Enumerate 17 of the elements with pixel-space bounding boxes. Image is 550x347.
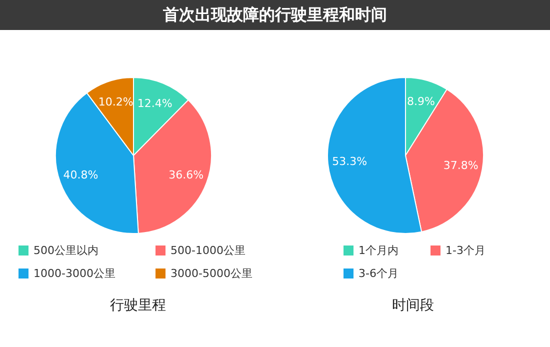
legend-label: 3-6个月 [358, 267, 398, 280]
data-label: 10.2% [98, 96, 134, 109]
text: 首次出现故障的行驶里程和时间 [0, 0, 550, 30]
data-label: 53.3% [332, 154, 368, 168]
legend-label: 500公里以内 [34, 244, 98, 257]
text: 时间段 [392, 298, 434, 314]
data-label: 40.8% [63, 168, 98, 182]
data-label: 37.8% [443, 158, 478, 172]
legend-label: 1-3个月 [446, 244, 486, 257]
data-label: 12.4% [137, 97, 172, 110]
data-label: 8.9% [407, 95, 435, 108]
data-label: 36.6% [168, 168, 204, 182]
legend-label: 1个月内 [358, 244, 398, 257]
text: 行驶里程 [110, 298, 166, 314]
legend-label: 3000-5000公里 [170, 267, 252, 280]
legend-label: 500-1000公里 [170, 244, 246, 257]
legend-label: 1000-3000公里 [34, 267, 116, 280]
